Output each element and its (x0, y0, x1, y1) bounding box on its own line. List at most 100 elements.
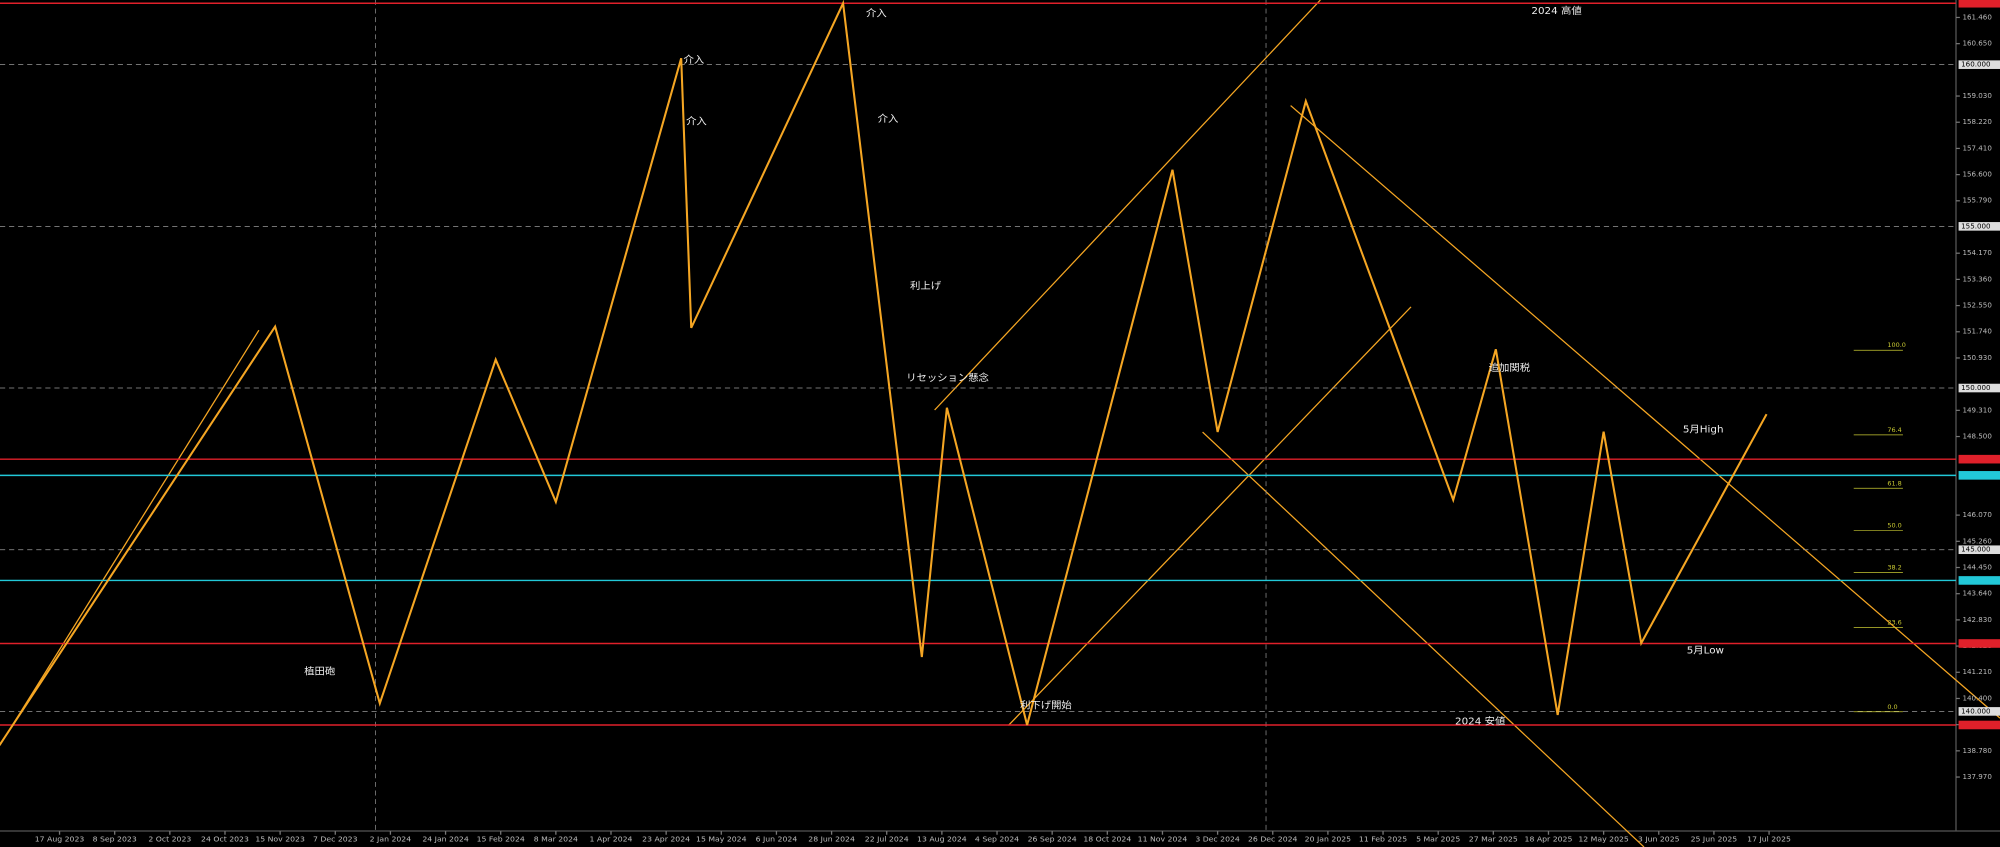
x-tick-label: 22 Jul 2024 (865, 835, 909, 844)
level-marker (1958, 639, 2000, 648)
x-tick-label: 25 Jun 2025 (1691, 835, 1738, 844)
fib-label: 23.6 (1887, 619, 1901, 626)
zigzag-line (0, 0, 1768, 746)
annotation: 2024 高値 (1531, 4, 1581, 17)
trend-line (934, 0, 1321, 411)
x-tick-label: 28 Jun 2024 (808, 835, 855, 844)
level-marker (1958, 720, 2000, 730)
level-label: 140.000 (1961, 708, 1990, 716)
y-tick-label: 150.930 (1962, 354, 1991, 362)
x-tick-label: 15 Feb 2024 (477, 835, 525, 844)
fib-label: 76.4 (1887, 427, 1901, 434)
level-marker (1958, 0, 2000, 8)
x-tick-label: 15 Nov 2023 (255, 835, 305, 844)
x-tick-label: 27 Mar 2025 (1469, 835, 1518, 844)
y-tick-label: 149.310 (1962, 406, 1991, 414)
fib-label: 100.0 (1887, 342, 1906, 349)
y-tick-label: 153.360 (1962, 275, 1991, 283)
y-tick-label: 158.220 (1962, 118, 1991, 126)
annotation: 介入 (866, 8, 887, 20)
trend-line (1007, 306, 1412, 726)
x-tick-label: 7 Dec 2023 (313, 835, 358, 844)
fib-label: 38.2 (1887, 565, 1901, 572)
annotation: 5月Low (1687, 645, 1724, 657)
y-tick-label: 151.740 (1962, 328, 1991, 336)
x-tick-label: 18 Apr 2025 (1525, 835, 1573, 844)
trend-line (0, 329, 260, 746)
annotation: 利下げ開始 (1020, 699, 1072, 712)
x-tick-label: 18 Oct 2024 (1083, 835, 1131, 844)
annotation: 介入 (878, 113, 899, 125)
fib-label: 61.8 (1887, 480, 1901, 487)
y-tick-label: 148.500 (1962, 433, 1991, 441)
annotation: 5月High (1683, 424, 1724, 436)
y-tick-label: 160.650 (1962, 40, 1991, 48)
y-tick-label: 156.600 (1962, 171, 1991, 179)
x-tick-label: 3 Dec 2024 (1195, 835, 1240, 844)
level-label: 145.000 (1961, 546, 1990, 554)
y-tick-label: 137.970 (1962, 773, 1991, 781)
y-tick-label: 143.640 (1962, 590, 1991, 598)
y-tick-label: 141.210 (1962, 668, 1991, 676)
level-marker (1958, 576, 2000, 585)
x-tick-label: 26 Sep 2024 (1028, 835, 1077, 844)
annotation: 植田砲 (304, 665, 335, 678)
annotation: 介入 (683, 54, 704, 66)
x-tick-label: 2 Jan 2024 (370, 835, 412, 844)
level-label-box (1958, 383, 2000, 393)
annotation: リセッション懸念 (906, 371, 989, 384)
y-tick-label: 155.790 (1962, 197, 1991, 205)
x-tick-label: 20 Jan 2025 (1305, 835, 1352, 844)
y-tick-label: 138.780 (1962, 747, 1991, 755)
x-tick-label: 5 Mar 2025 (1416, 835, 1460, 844)
x-tick-label: 11 Feb 2025 (1359, 835, 1407, 844)
x-tick-label: 8 Sep 2023 (93, 835, 137, 844)
level-label-box (1958, 545, 2000, 555)
level-label: 155.000 (1961, 222, 1990, 230)
x-tick-label: 24 Jan 2024 (422, 835, 469, 844)
x-tick-label: 17 Jul 2025 (1747, 835, 1791, 844)
x-tick-label: 3 Jun 2025 (1638, 835, 1680, 844)
x-tick-label: 15 May 2024 (696, 835, 747, 844)
level-marker (1958, 471, 2000, 480)
y-tick-label: 145.260 (1962, 537, 1991, 545)
annotation: 介入 (686, 116, 707, 128)
x-tick-label: 8 Mar 2024 (534, 835, 578, 844)
x-tick-label: 23 Apr 2024 (642, 835, 690, 844)
y-tick-label: 157.410 (1962, 145, 1991, 153)
fib-label: 50.0 (1887, 522, 1901, 529)
y-tick-label: 140.400 (1962, 695, 1991, 703)
y-tick-label: 154.170 (1962, 249, 1991, 257)
x-tick-label: 6 Jun 2024 (756, 835, 798, 844)
x-tick-label: 24 Oct 2023 (201, 835, 249, 844)
level-label-box (1958, 222, 2000, 231)
x-tick-label: 26 Dec 2024 (1248, 835, 1298, 844)
annotation: 2024 安値 (1455, 715, 1505, 728)
level-label: 160.000 (1961, 61, 1990, 69)
x-tick-label: 13 Aug 2024 (917, 835, 967, 844)
annotation: 追加関税 (1489, 361, 1530, 374)
y-tick-label: 152.550 (1962, 302, 1991, 310)
annotation: 利上げ (910, 280, 941, 292)
y-tick-label: 161.460 (1962, 14, 1991, 22)
level-label: 150.000 (1961, 384, 1990, 392)
level-marker (1958, 454, 2000, 464)
level-label-box (1958, 60, 2000, 69)
x-tick-label: 17 Aug 2023 (35, 835, 85, 844)
x-tick-label: 2 Oct 2023 (148, 835, 191, 844)
x-tick-label: 4 Sep 2024 (975, 835, 1019, 844)
x-tick-label: 11 Nov 2024 (1138, 835, 1188, 844)
level-label-box (1958, 707, 2000, 716)
y-tick-label: 159.030 (1962, 92, 1991, 100)
trend-line (1290, 105, 2000, 719)
y-tick-label: 146.070 (1962, 511, 1991, 519)
trend-line (1202, 431, 1645, 847)
y-tick-label: 144.450 (1962, 564, 1991, 572)
x-tick-label: 1 Apr 2024 (590, 835, 633, 844)
x-tick-label: 12 May 2025 (1578, 835, 1629, 844)
fib-label: 0.0 (1887, 704, 1897, 711)
